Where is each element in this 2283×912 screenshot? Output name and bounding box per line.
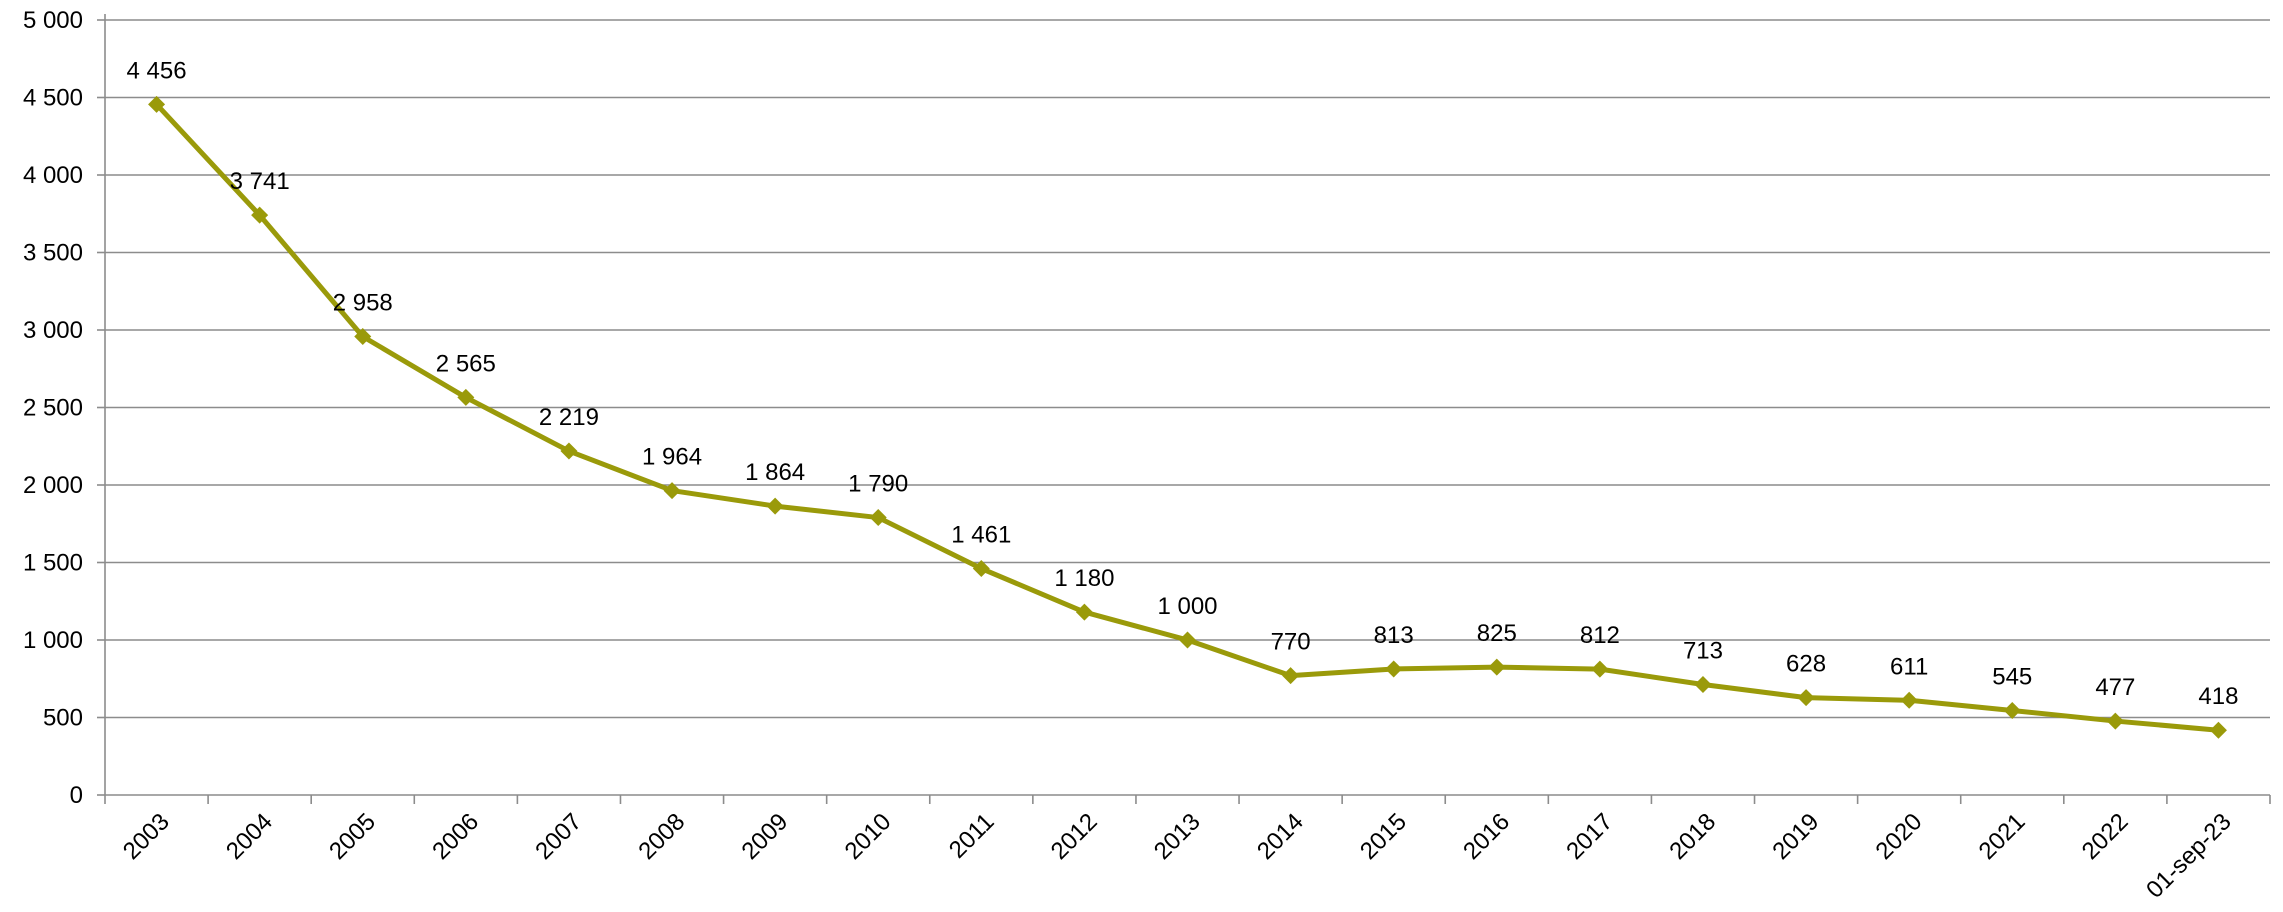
x-tick-label: 2006	[427, 808, 484, 865]
data-label: 477	[2095, 674, 2135, 701]
x-tick-label: 2022	[2077, 808, 2134, 865]
data-point-marker	[2003, 702, 2021, 720]
y-tick-label: 4 000	[23, 162, 83, 189]
data-point-marker	[1797, 689, 1815, 707]
x-tick-label: 2020	[1871, 808, 1928, 865]
y-tick-label: 5 000	[23, 7, 83, 34]
y-tick-label: 0	[70, 782, 83, 809]
data-label: 825	[1477, 620, 1517, 647]
x-tick-label: 2012	[1046, 808, 1103, 865]
data-label: 1 864	[745, 459, 805, 486]
data-label: 611	[1890, 653, 1928, 680]
data-label: 2 565	[436, 350, 496, 377]
data-point-marker	[1488, 658, 1506, 676]
data-label: 1 461	[951, 522, 1011, 549]
y-tick-label: 1 000	[23, 627, 83, 654]
data-label: 418	[2198, 683, 2238, 710]
y-tick-label: 2 000	[23, 472, 83, 499]
data-label: 545	[1992, 664, 2032, 691]
data-point-marker	[1900, 691, 1918, 709]
data-point-marker	[251, 206, 269, 224]
data-label: 813	[1374, 622, 1414, 649]
x-tick-label: 2007	[530, 808, 587, 865]
data-point-marker	[1179, 631, 1196, 649]
data-point-marker	[972, 560, 990, 578]
series	[148, 95, 2227, 739]
data-point-marker	[354, 328, 372, 346]
x-tick-label: 2015	[1355, 808, 1412, 865]
data-labels: 4 456 3 741 2 958 2 565 2 219 1 964 1 864 1 790…	[127, 57, 2239, 710]
x-tick-labels: 2003 2004 2005 2006 2007 2008 2009 2010 2011 2012…	[118, 808, 2237, 904]
x-tick-label: 2016	[1458, 808, 1515, 865]
x-tick-label: 2017	[1561, 808, 1618, 865]
y-tick-label: 1 500	[23, 550, 83, 577]
x-tick-label: 2018	[1664, 808, 1721, 865]
data-point-marker	[1591, 660, 1609, 678]
data-label: 812	[1580, 622, 1620, 649]
data-label: 2 958	[333, 290, 393, 317]
data-point-marker	[766, 497, 784, 515]
y-tick-label: 3 000	[23, 317, 83, 344]
data-label: 3 741	[230, 168, 290, 195]
data-point-marker	[869, 509, 887, 527]
data-point-marker	[1075, 603, 1093, 621]
axes	[97, 14, 2271, 804]
data-point-marker	[2209, 721, 2227, 739]
x-tick-label: 2004	[221, 808, 278, 865]
data-point-marker	[2106, 712, 2124, 730]
data-label: 713	[1683, 637, 1723, 664]
data-label: 628	[1786, 651, 1826, 678]
x-tick-label: 2014	[1252, 808, 1309, 865]
x-tick-label: 2011	[944, 808, 1000, 864]
data-point-marker	[148, 95, 166, 113]
x-tick-label: 2009	[737, 808, 794, 865]
y-tick-label: 500	[43, 705, 83, 732]
data-label: 1 000	[1157, 593, 1217, 620]
data-label: 1 180	[1054, 565, 1114, 592]
x-tick-label: 2005	[324, 808, 381, 865]
x-tick-label: 2003	[118, 808, 175, 865]
x-tick-label: 2008	[633, 808, 690, 865]
data-label: 770	[1271, 629, 1311, 656]
data-point-marker	[1385, 660, 1403, 678]
y-tick-label: 4 500	[23, 85, 83, 112]
data-label: 2 219	[539, 404, 599, 431]
y-tick-label: 3 500	[23, 240, 83, 267]
x-tick-label: 2010	[840, 808, 897, 865]
data-label: 1 790	[848, 471, 908, 498]
x-tick-label: 2013	[1149, 808, 1206, 865]
y-tick-label: 2 500	[23, 395, 83, 422]
data-point-marker	[1282, 667, 1300, 685]
data-point-marker	[560, 442, 578, 460]
y-tick-labels: 0 500 1 000 1 500 2 000 2 500 3 000 3 500 4 000 4…	[23, 7, 83, 809]
gridlines	[105, 19, 2270, 719]
data-label: 4 456	[127, 57, 187, 84]
data-point-marker	[663, 482, 681, 500]
data-point-marker	[457, 388, 475, 406]
data-point-marker	[1694, 675, 1712, 693]
x-tick-label: 01-sep-23	[2141, 808, 2237, 904]
data-label: 1 964	[642, 444, 702, 471]
x-tick-label: 2021	[1974, 808, 2031, 865]
x-tick-label: 2019	[1767, 808, 1824, 865]
